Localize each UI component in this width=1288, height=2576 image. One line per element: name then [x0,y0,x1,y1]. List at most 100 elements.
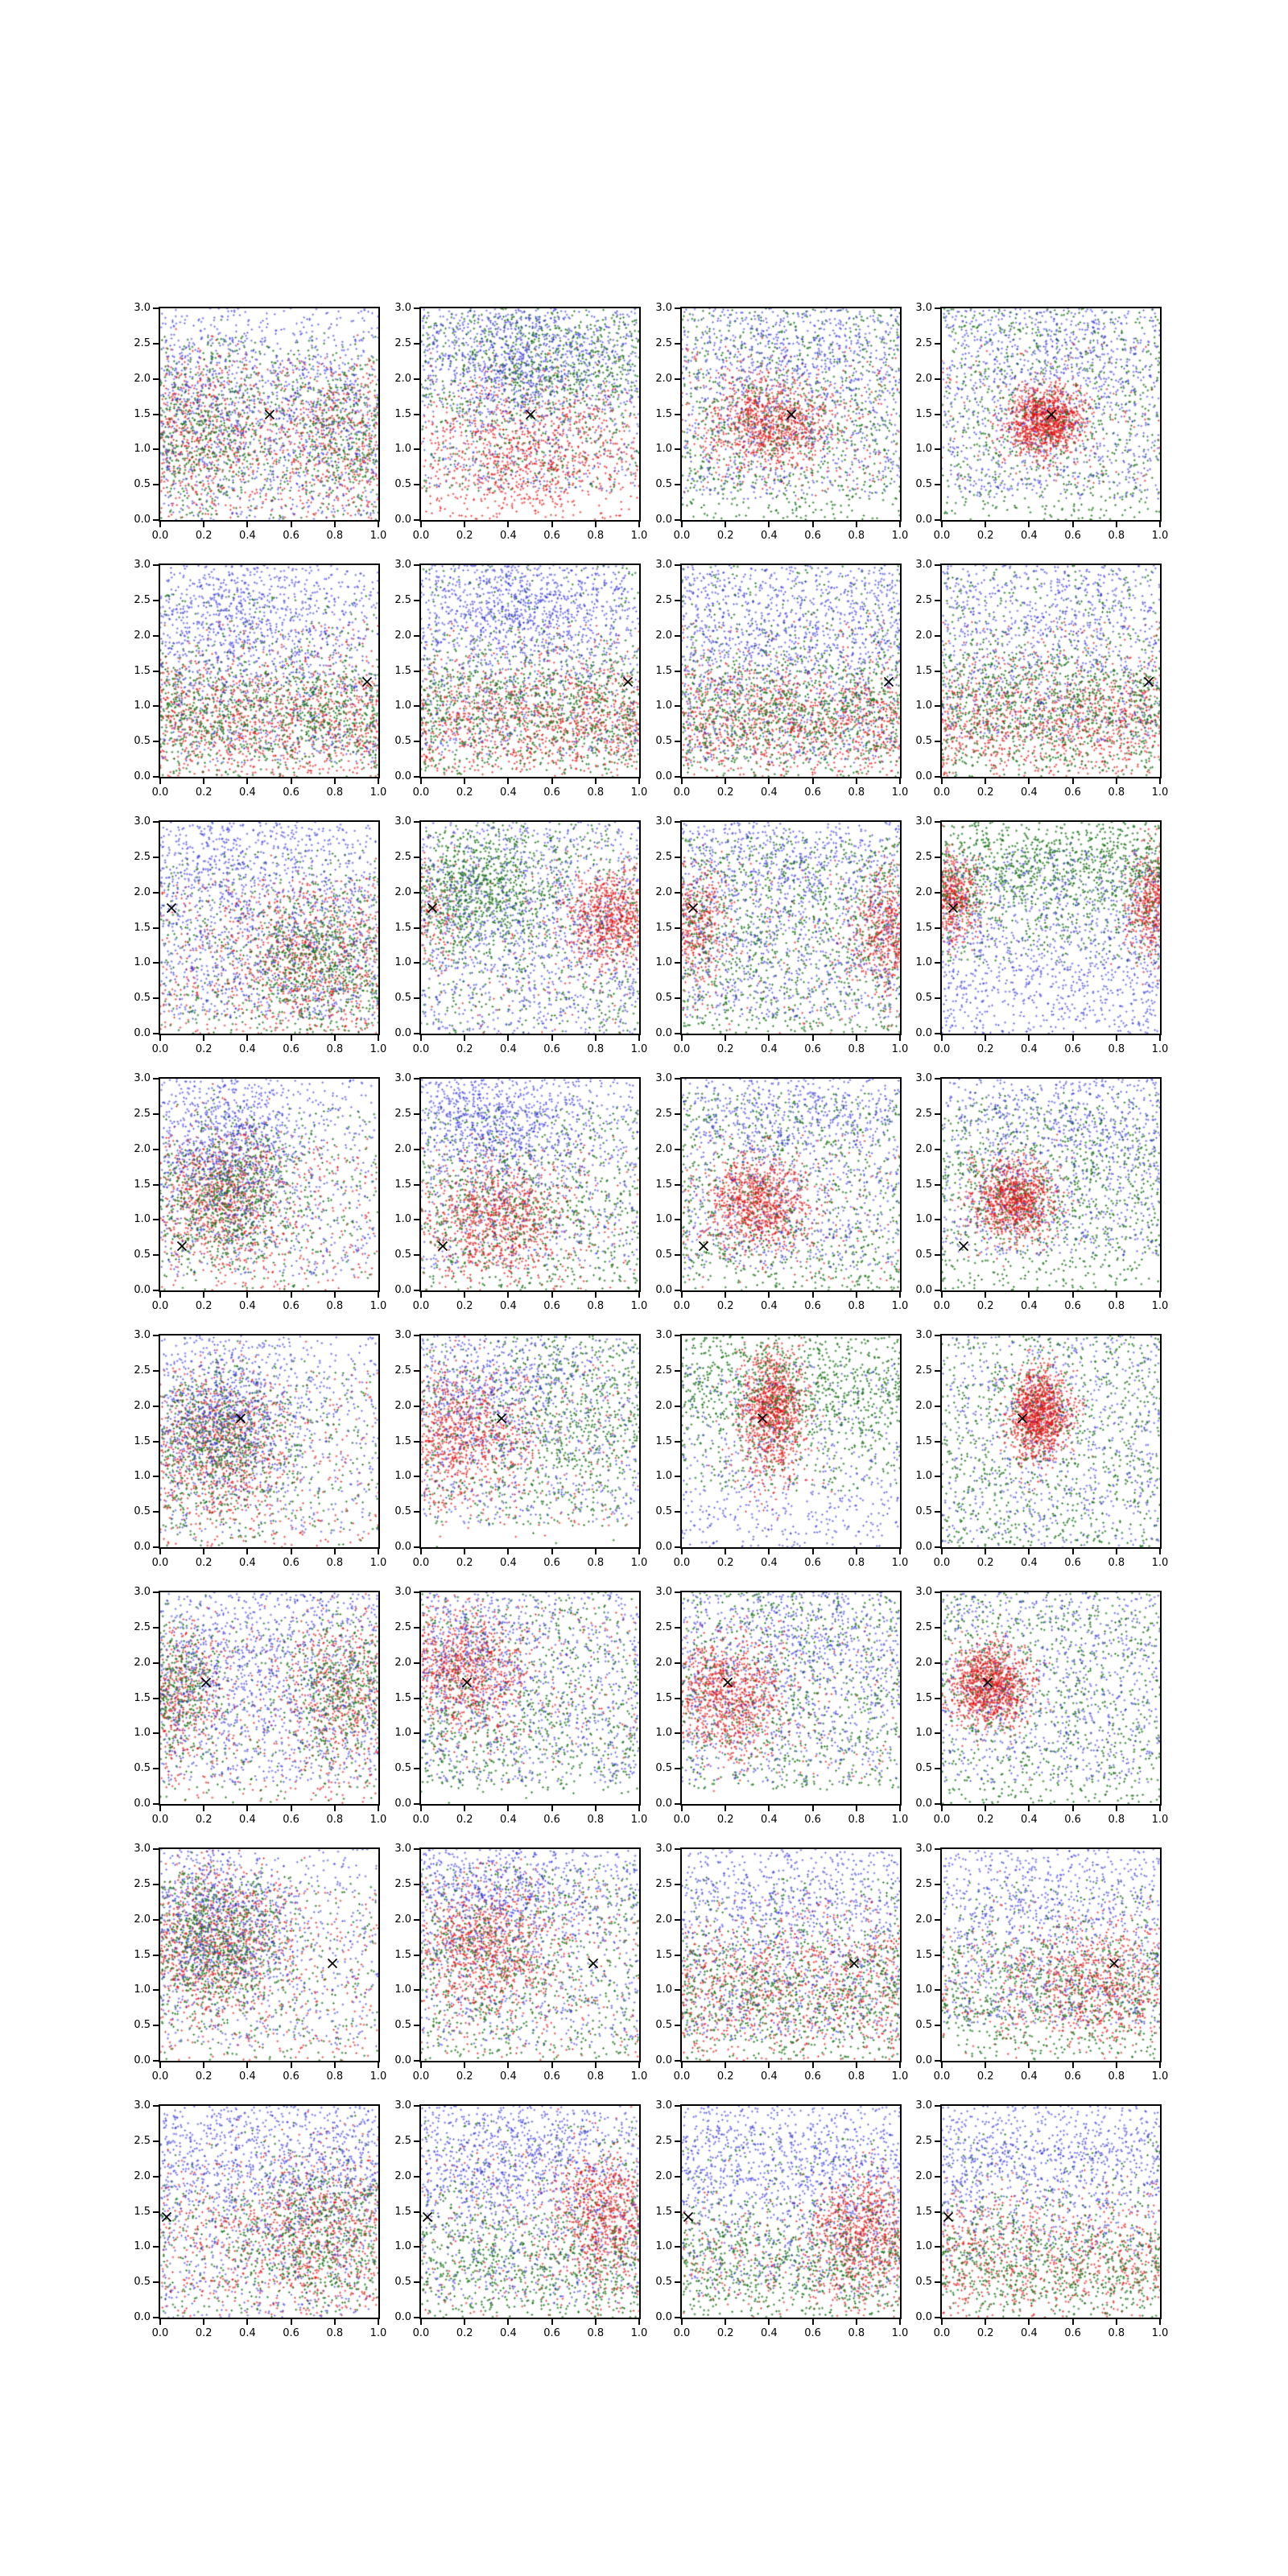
scatter-canvas [942,822,1160,1034]
y-tick [153,1033,159,1034]
y-tick-label: 2.5 [134,850,151,863]
y-tick-label: 0.0 [394,1798,411,1810]
x-tick [724,1035,727,1041]
subplot-r5-c2: 0.0 0.2 0.4 0.6 0.8 1.0 0.0 0.5 1.0 1.5 2.0 2.5 3.0 [655,1586,908,1826]
x-tick-label: 0.0 [933,1300,951,1312]
y-tick [935,413,940,415]
scatter-canvas [421,1592,639,1804]
y-tick-label: 1.5 [394,1435,411,1447]
scatter-canvas [160,1592,378,1804]
subplot-r4-c2: 0.0 0.2 0.4 0.6 0.8 1.0 0.0 0.5 1.0 1.5 2.0 2.5 3.0 [655,1329,908,1569]
x-tick-label: 0.0 [933,2070,951,2083]
y-tick-label: 0.5 [915,2276,932,2289]
y-tick [153,599,159,601]
x-tick-label: 0.6 [804,1300,821,1312]
y-tick-label: 1.0 [134,1727,151,1740]
subplot-r3-c3: 0.0 0.2 0.4 0.6 0.8 1.0 0.0 0.5 1.0 1.5 2.0 2.5 3.0 [915,1072,1168,1312]
x-tick-label: 0.0 [673,2070,691,2083]
scatter-canvas [160,1335,378,1547]
observation-x-marker [623,676,634,687]
observation-x-marker [958,1241,969,1251]
y-tick-label: 0.0 [655,1541,672,1553]
y-tick-label: 3.0 [394,302,411,314]
y-tick [414,1335,419,1336]
subplot-r7-c3: 0.0 0.2 0.4 0.6 0.8 1.0 0.0 0.5 1.0 1.5 2.0 2.5 3.0 [915,2099,1168,2339]
x-tick [551,2062,553,2068]
x-tick-label: 0.6 [283,1557,299,1569]
x-tick-label: 0.2 [716,2070,734,2083]
y-tick [675,378,680,380]
observation-x-marker [1046,409,1056,419]
y-tick [675,1883,680,1885]
x-tick [985,1806,987,1811]
x-tick-label: 0.4 [500,1043,517,1055]
y-tick [414,1697,419,1699]
y-tick-label: 0.5 [394,2019,411,2032]
x-tick [899,2319,901,2325]
y-tick-label: 0.0 [134,1027,151,1039]
x-tick [855,2319,857,2325]
y-tick [935,1254,940,1257]
subplot-r1-c1: 0.0 0.2 0.4 0.6 0.8 1.0 0.0 0.5 1.0 1.5 2.0 2.5 3.0 [394,559,647,799]
x-tick [159,1035,161,1041]
y-tick [935,2140,940,2142]
y-tick-label: 3.0 [915,815,932,828]
x-tick-label: 0.4 [761,1814,778,1826]
y-tick-label: 3.0 [394,1072,411,1084]
x-tick-label: 0.2 [976,1557,994,1569]
x-tick-label: 0.0 [151,2070,169,2083]
y-tick-label: 1.5 [915,1948,932,1961]
x-tick [638,1806,640,1811]
y-tick [935,1848,940,1850]
y-tick [675,821,680,823]
y-tick [153,1148,159,1150]
x-tick-label: 1.0 [891,1557,909,1569]
y-tick-label: 3.0 [915,2099,932,2112]
y-tick [414,564,419,566]
x-tick [551,2319,553,2325]
y-tick [414,1848,419,1850]
y-tick-label: 3.0 [915,1843,932,1855]
y-tick-label: 1.5 [134,664,151,677]
y-tick-label: 0.0 [655,770,672,782]
scatter-canvas [160,565,378,777]
y-tick-label: 2.5 [655,593,672,606]
observation-x-marker [722,1678,733,1688]
y-tick-label: 0.0 [134,1541,151,1553]
y-tick [935,1335,940,1336]
x-tick [768,1035,770,1041]
x-tick-label: 0.4 [500,1557,517,1569]
y-tick [935,1883,940,1885]
x-tick-label: 0.4 [1021,2327,1038,2339]
x-tick-label: 0.2 [976,1300,994,1312]
y-tick-label: 2.5 [655,2134,672,2147]
y-tick-label: 2.5 [394,593,411,606]
y-tick [414,1219,419,1221]
y-tick-label: 1.0 [915,2240,932,2253]
x-tick [768,1549,770,1554]
y-tick-label: 2.5 [134,1620,151,1633]
y-tick [675,519,680,521]
y-tick [935,997,940,1000]
observation-x-marker [200,1678,212,1688]
x-tick-label: 0.6 [1064,786,1081,799]
y-tick [153,1546,159,1548]
y-tick-label: 2.5 [915,1877,932,1890]
x-tick [768,778,770,784]
observation-x-marker [525,409,535,419]
x-tick-label: 0.0 [673,1043,691,1055]
x-tick-label: 1.0 [1151,1300,1169,1312]
x-tick-label: 1.0 [1151,1557,1169,1569]
x-tick-label: 0.6 [283,2327,299,2339]
y-tick-label: 0.0 [915,2054,932,2066]
observation-x-marker [1144,676,1154,687]
y-tick [414,2140,419,2142]
x-tick [724,2319,727,2325]
x-tick-label: 0.2 [456,1557,473,1569]
x-tick [420,1549,422,1554]
x-tick [507,1035,510,1041]
y-tick-label: 1.0 [394,956,411,969]
x-tick [203,2319,205,2325]
x-tick [1071,1549,1074,1554]
x-tick-label: 0.6 [543,530,560,542]
